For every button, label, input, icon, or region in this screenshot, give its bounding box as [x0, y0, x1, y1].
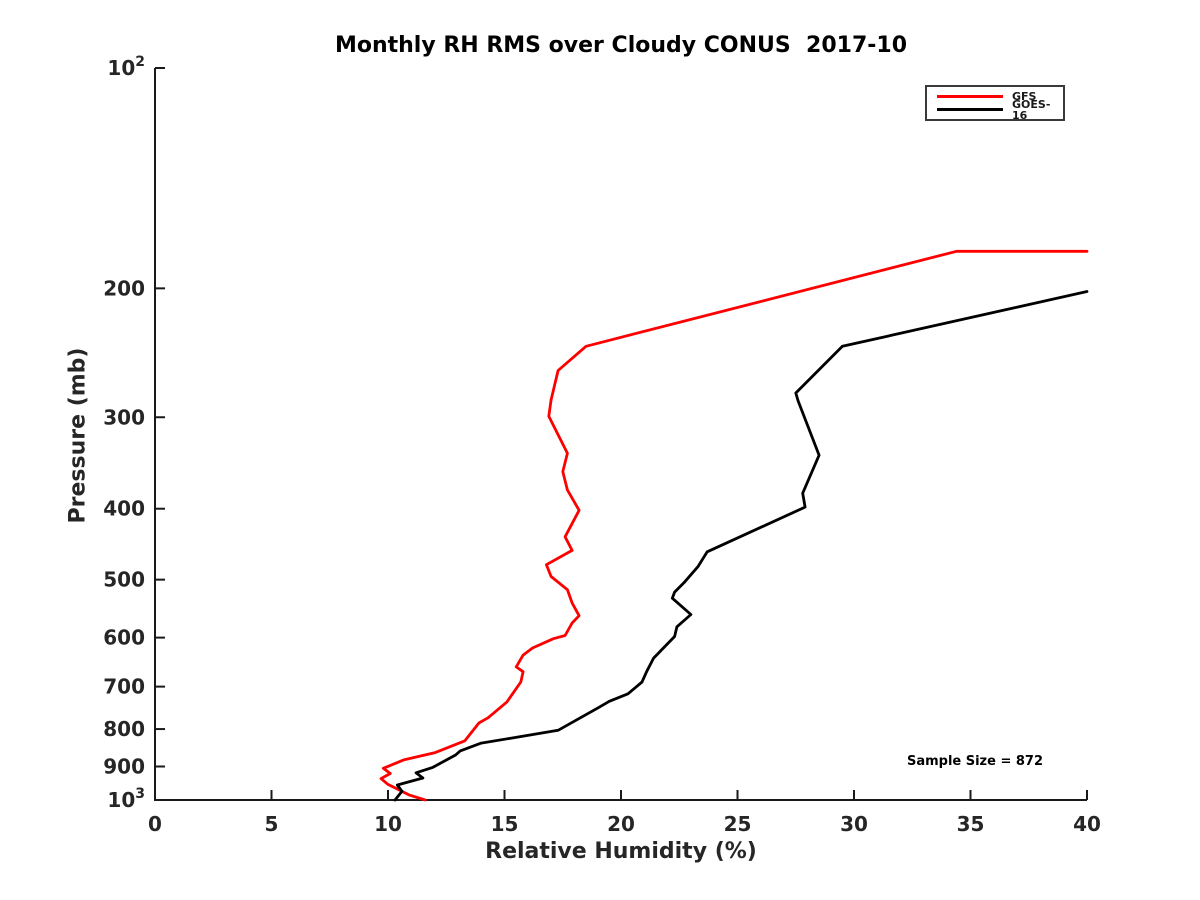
svg-text:30: 30 [840, 812, 868, 836]
svg-text:35: 35 [957, 812, 985, 836]
chart-title: Monthly RH RMS over Cloudy CONUS 2017-10 [334, 33, 908, 58]
svg-text:40: 40 [1073, 812, 1101, 836]
svg-text:25: 25 [724, 812, 752, 836]
svg-text:200: 200 [103, 276, 145, 300]
svg-text:900: 900 [103, 755, 145, 779]
svg-text:102: 102 [107, 54, 145, 80]
svg-text:103: 103 [107, 786, 145, 812]
svg-text:400: 400 [103, 497, 145, 521]
svg-text:300: 300 [103, 405, 145, 429]
legend-label-goes16: GOES-16 [1012, 97, 1051, 122]
svg-text:800: 800 [103, 717, 145, 741]
svg-text:5: 5 [265, 812, 279, 836]
svg-text:600: 600 [103, 626, 145, 650]
x-axis-label: Relative Humidity (%) [485, 839, 757, 864]
legend-label-gfs: GFS [1012, 90, 1037, 103]
legend-swatch-goes16 [937, 108, 1003, 111]
svg-text:10: 10 [374, 812, 402, 836]
svg-text:20: 20 [607, 812, 635, 836]
legend: GFS GOES-16 [925, 85, 1065, 121]
legend-swatch-gfs [937, 95, 1003, 98]
legend-item-gfs: GFS [937, 90, 1057, 103]
svg-text:15: 15 [491, 812, 519, 836]
svg-text:0: 0 [148, 812, 162, 836]
y-axis-label: Pressure (mb) [65, 347, 91, 524]
sample-size-annotation: Sample Size = 872 [906, 754, 1044, 769]
legend-item-goes16: GOES-16 [937, 99, 1057, 121]
svg-text:500: 500 [103, 568, 145, 592]
svg-text:700: 700 [103, 675, 145, 699]
